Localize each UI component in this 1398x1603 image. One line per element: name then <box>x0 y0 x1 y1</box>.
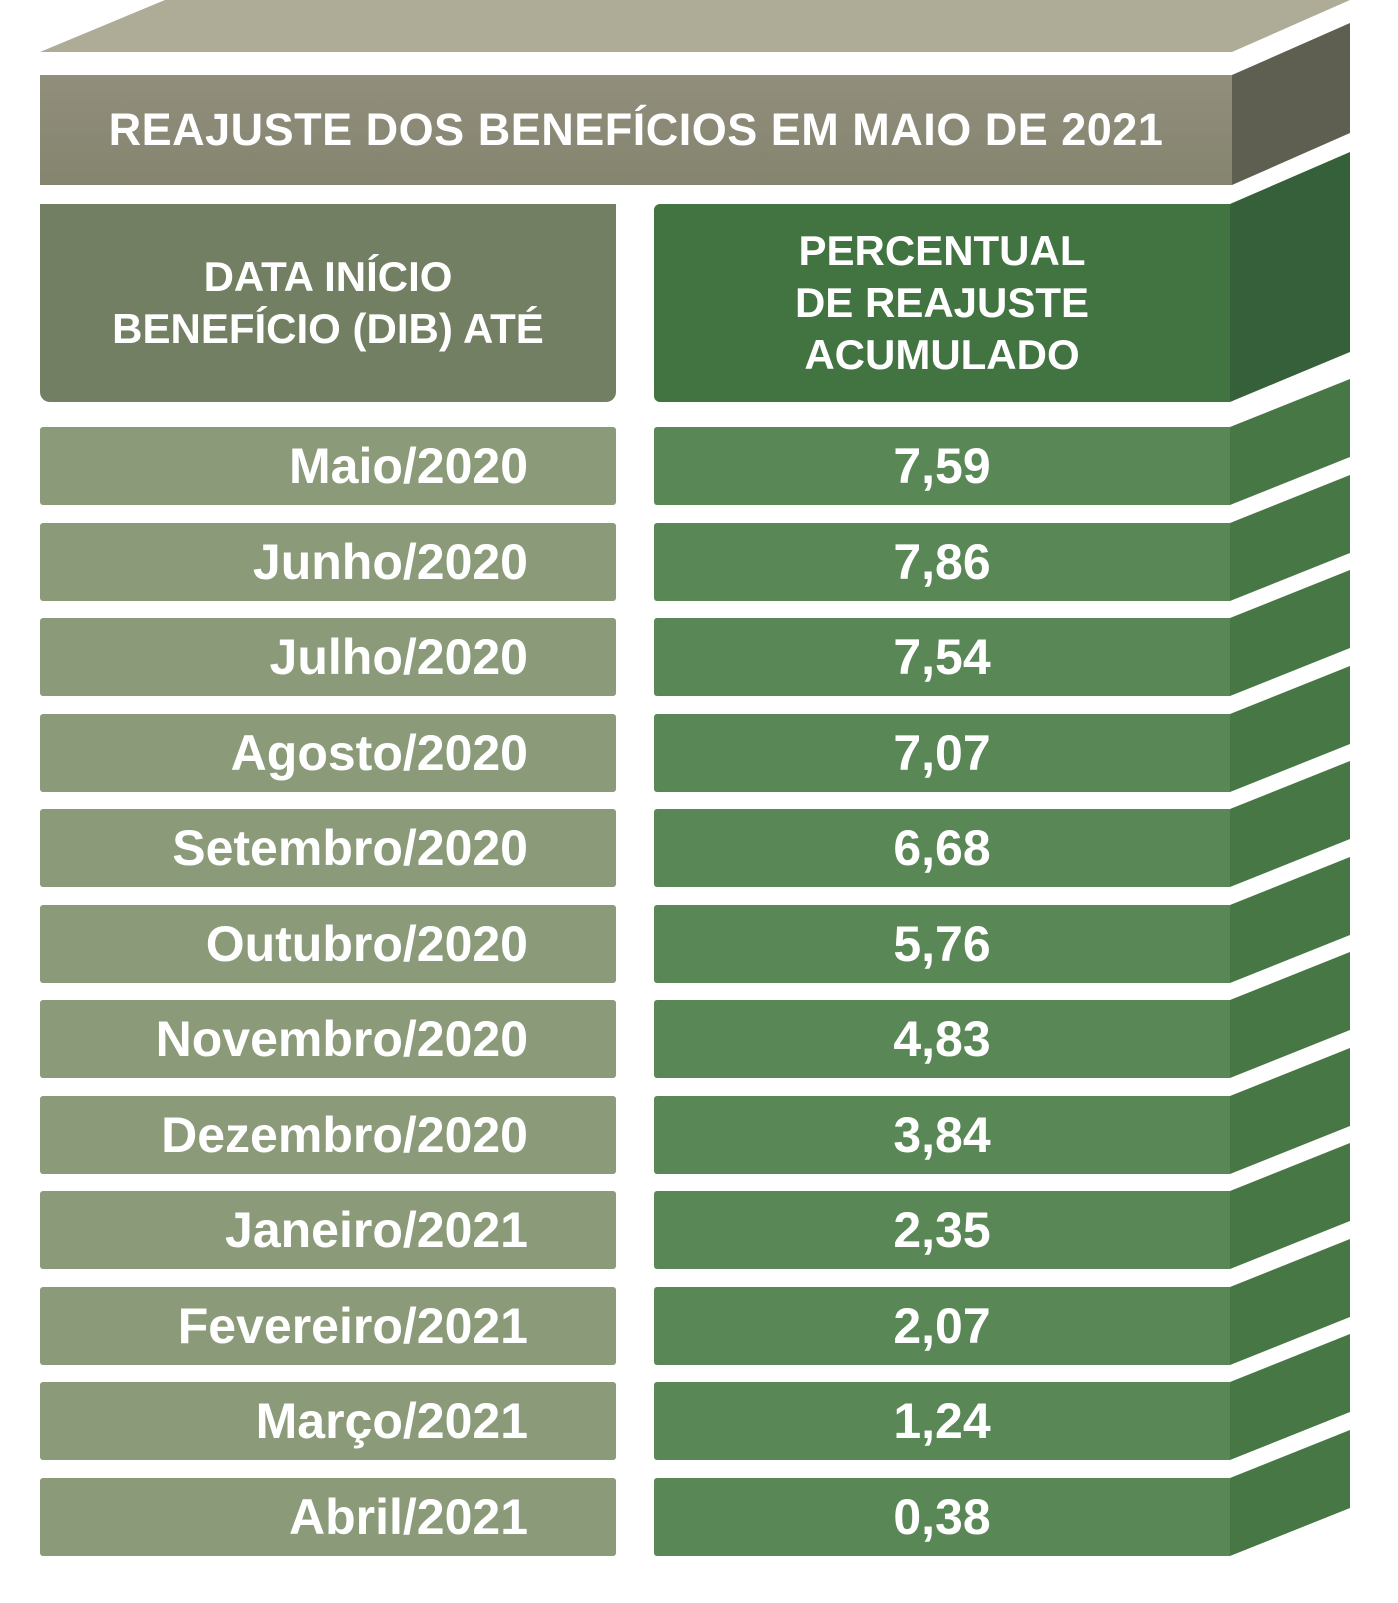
percent-cell: 3,84 <box>654 1096 1230 1174</box>
dib-cell: Maio/2020 <box>40 427 616 505</box>
dib-cell: Janeiro/2021 <box>40 1191 616 1269</box>
percent-row-side-face <box>1230 1430 1350 1556</box>
percent-cell: 7,59 <box>654 427 1230 505</box>
percent-header-line-3: ACUMULADO <box>804 331 1080 378</box>
percent-row-side-face <box>1230 857 1350 983</box>
dib-header-line-2: BENEFÍCIO (DIB) ATÉ <box>112 305 544 352</box>
dib-cell: Agosto/2020 <box>40 714 616 792</box>
percent-cell: 1,24 <box>654 1382 1230 1460</box>
dib-cell: Outubro/2020 <box>40 905 616 983</box>
dib-cell: Novembro/2020 <box>40 1000 616 1078</box>
percent-cell: 7,86 <box>654 523 1230 601</box>
dib-cell: Abril/2021 <box>40 1478 616 1556</box>
percent-row-side-face <box>1230 952 1350 1078</box>
percent-row-side-face <box>1230 1048 1350 1174</box>
dib-cell: Dezembro/2020 <box>40 1096 616 1174</box>
percent-row-side-face <box>1230 1334 1350 1460</box>
dib-cell: Junho/2020 <box>40 523 616 601</box>
dib-cell: Março/2021 <box>40 1382 616 1460</box>
percent-row-side-face <box>1230 475 1350 601</box>
percent-cell: 4,83 <box>654 1000 1230 1078</box>
percent-header-side-face <box>1230 152 1350 402</box>
percent-row-side-face <box>1230 570 1350 696</box>
percent-cell: 7,07 <box>654 714 1230 792</box>
percent-cell: 5,76 <box>654 905 1230 983</box>
dib-column-header: DATA INÍCIO BENEFÍCIO (DIB) ATÉ <box>40 204 616 402</box>
percent-row-side-face <box>1230 761 1350 887</box>
dib-header-line-1: DATA INÍCIO <box>203 253 453 300</box>
title-top-face <box>40 0 1350 52</box>
percent-cell: 2,35 <box>654 1191 1230 1269</box>
percent-row-side-face <box>1230 666 1350 792</box>
percent-row-side-face <box>1230 379 1350 505</box>
percent-row-side-face <box>1230 1143 1350 1269</box>
percent-row-side-face <box>1230 1239 1350 1365</box>
dib-cell: Fevereiro/2021 <box>40 1287 616 1365</box>
percent-header-line-1: PERCENTUAL <box>798 227 1086 274</box>
dib-cell: Julho/2020 <box>40 618 616 696</box>
percent-cell: 2,07 <box>654 1287 1230 1365</box>
dib-cell: Setembro/2020 <box>40 809 616 887</box>
table-title: REAJUSTE DOS BENEFÍCIOS EM MAIO DE 2021 <box>40 75 1232 185</box>
percent-header-line-2: DE REAJUSTE <box>794 279 1090 326</box>
percent-cell: 7,54 <box>654 618 1230 696</box>
percent-cell: 6,68 <box>654 809 1230 887</box>
title-side-face <box>1232 23 1350 185</box>
percent-column-header: PERCENTUAL DE REAJUSTE ACUMULADO <box>654 204 1230 402</box>
percent-cell: 0,38 <box>654 1478 1230 1556</box>
